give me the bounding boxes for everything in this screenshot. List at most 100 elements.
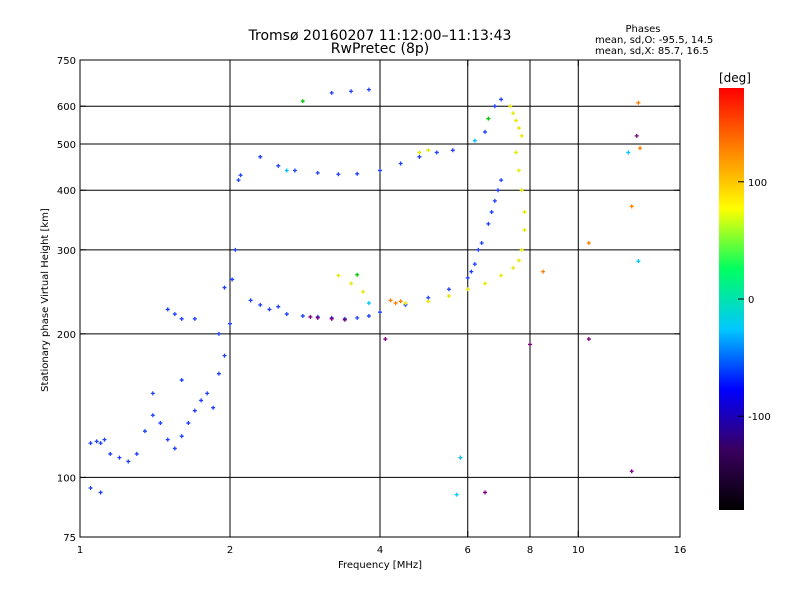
data-point	[336, 273, 341, 278]
data-point	[393, 301, 398, 306]
data-point	[528, 342, 532, 347]
data-point	[267, 307, 272, 312]
data-point	[172, 446, 177, 451]
data-point	[486, 221, 491, 226]
x-tick-label: 16	[674, 545, 687, 556]
data-point	[94, 439, 99, 444]
data-point	[511, 265, 516, 270]
colorbar-label: [deg]	[719, 71, 751, 85]
data-point	[248, 298, 253, 303]
data-point	[165, 307, 170, 312]
data-point	[284, 168, 289, 173]
data-point	[349, 89, 354, 94]
data-point	[355, 171, 360, 176]
data-point	[586, 241, 591, 246]
x-tick-label: 1	[77, 545, 83, 556]
colorbar-tick-label: 100	[748, 178, 767, 189]
data-point	[458, 455, 463, 460]
y-tick-label: 600	[57, 102, 76, 113]
x-tick-label: 8	[527, 545, 533, 556]
data-point	[172, 312, 177, 317]
data-point	[499, 97, 504, 102]
data-point	[499, 273, 504, 278]
data-point	[98, 441, 103, 446]
data-point	[472, 138, 477, 143]
data-point	[638, 146, 643, 151]
data-point	[636, 100, 641, 105]
data-point	[342, 317, 347, 322]
data-point	[483, 281, 488, 286]
data-point	[495, 188, 500, 193]
data-point	[258, 154, 263, 159]
data-point	[479, 241, 484, 246]
data-point	[516, 258, 521, 263]
data-point	[192, 316, 197, 321]
data-point	[211, 405, 216, 410]
data-point	[230, 277, 235, 282]
data-point	[541, 269, 546, 274]
x-axis-label: Frequency [MHz]	[338, 560, 422, 571]
data-point	[417, 150, 422, 155]
data-point	[355, 272, 360, 277]
data-point	[446, 294, 451, 299]
y-tick-label: 400	[57, 186, 76, 197]
x-tick-label: 2	[227, 545, 233, 556]
data-point	[292, 168, 297, 173]
data-points	[88, 87, 643, 497]
data-point	[205, 391, 210, 396]
data-point	[469, 269, 474, 274]
data-point	[88, 441, 93, 446]
data-point	[98, 490, 103, 495]
data-point	[336, 172, 341, 177]
data-point	[199, 398, 204, 403]
data-point	[514, 118, 519, 123]
y-axis-label: Stationary phase Virtual Height [km]	[40, 208, 51, 392]
data-point	[329, 90, 334, 95]
data-point	[522, 210, 527, 215]
data-point	[492, 198, 497, 203]
x-tick-label: 6	[465, 545, 471, 556]
data-point	[629, 204, 634, 209]
chart-subtitle: RwPretec (8p)	[331, 41, 429, 57]
y-tick-label: 75	[63, 533, 76, 544]
stats-header: Phases	[625, 24, 660, 35]
data-point	[88, 486, 93, 491]
data-point	[398, 161, 403, 166]
data-point	[216, 371, 221, 376]
data-point	[522, 228, 527, 233]
data-point	[472, 262, 477, 267]
stats-o-mode: mean, sd,O: -95.5, 14.5	[595, 35, 713, 46]
y-tick-label: 200	[57, 330, 76, 341]
data-point	[634, 133, 639, 138]
chart-title: Tromsø 20160207 11:12:00–11:13:43	[248, 28, 512, 44]
data-point	[483, 490, 488, 495]
data-point	[434, 150, 439, 155]
data-point	[465, 275, 470, 280]
data-point	[519, 188, 524, 193]
data-point	[426, 295, 431, 300]
grid-lines	[80, 60, 680, 537]
data-point	[179, 316, 184, 321]
data-point	[315, 170, 320, 175]
data-point	[300, 313, 305, 318]
data-point	[308, 314, 313, 319]
data-point	[300, 99, 305, 104]
data-point	[142, 429, 147, 434]
y-tick-label: 500	[57, 140, 76, 151]
data-point	[158, 421, 163, 426]
data-point	[150, 413, 155, 418]
data-point	[516, 126, 521, 131]
data-point	[626, 150, 631, 155]
data-point	[192, 408, 197, 413]
data-point	[315, 315, 320, 320]
x-tick-label: 10	[572, 545, 585, 556]
x-tick-label: 4	[377, 545, 383, 556]
colorbar-tick-label: -100	[748, 412, 771, 423]
data-point	[403, 301, 408, 306]
data-point	[233, 247, 238, 252]
data-point	[378, 310, 382, 315]
data-point	[519, 247, 524, 252]
data-point	[426, 148, 431, 153]
data-point	[258, 302, 263, 307]
data-point	[366, 313, 371, 318]
